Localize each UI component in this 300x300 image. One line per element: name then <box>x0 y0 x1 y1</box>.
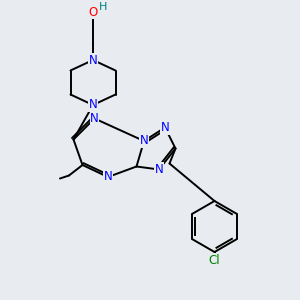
Text: N: N <box>88 53 98 67</box>
Text: N: N <box>160 121 169 134</box>
Text: N: N <box>88 98 98 112</box>
Text: N: N <box>90 112 99 125</box>
Text: O: O <box>88 5 98 19</box>
Text: N: N <box>103 170 112 184</box>
Text: N: N <box>140 134 148 148</box>
Text: H: H <box>99 2 108 13</box>
Text: N: N <box>154 163 164 176</box>
Text: Cl: Cl <box>209 254 220 267</box>
